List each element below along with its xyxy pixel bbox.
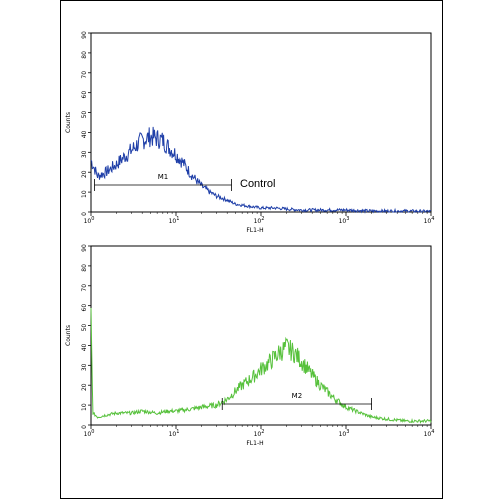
- y-tick-label: 20: [81, 383, 88, 391]
- y-tick-label: 40: [81, 343, 88, 351]
- y-axis-label: Counts: [65, 112, 72, 133]
- y-tick-label: 50: [81, 324, 88, 332]
- x-tick-exponent: 2: [261, 216, 264, 222]
- histogram-trace: [90, 126, 432, 214]
- x-tick-label: 103: [339, 429, 350, 438]
- y-tick-label: 80: [81, 264, 88, 272]
- x-axis-label: FL1-H: [246, 440, 263, 447]
- gate-label: M1: [158, 173, 169, 181]
- plot-area: [90, 245, 432, 426]
- x-tick-exponent: 4: [431, 429, 434, 435]
- x-tick-base: 10: [339, 431, 347, 438]
- x-tick-label: 101: [169, 429, 180, 438]
- x-tick-base: 10: [84, 218, 92, 225]
- x-tick-base: 10: [169, 431, 177, 438]
- y-tick-label: 90: [81, 244, 88, 252]
- y-tick-label: 10: [81, 403, 88, 411]
- x-tick-label: 104: [424, 429, 435, 438]
- x-tick-exponent: 3: [346, 216, 349, 222]
- gate-label: M2: [292, 392, 303, 400]
- y-tick-label: 40: [81, 130, 88, 138]
- y-tick-label: 90: [81, 31, 88, 39]
- x-tick-base: 10: [254, 218, 262, 225]
- y-axis-label: Counts: [65, 325, 72, 346]
- y-tick-label: 20: [81, 170, 88, 178]
- y-tick-label: 30: [81, 150, 88, 158]
- x-tick-exponent: 4: [431, 216, 434, 222]
- x-tick-label: 100: [84, 429, 95, 438]
- control-annotation: Control: [240, 178, 275, 190]
- x-tick-base: 10: [84, 431, 92, 438]
- x-tick-base: 10: [424, 431, 432, 438]
- x-tick-label: 102: [254, 216, 265, 225]
- x-tick-label: 102: [254, 429, 265, 438]
- x-tick-exponent: 0: [91, 216, 94, 222]
- figure-frame: [60, 0, 443, 499]
- x-tick-exponent: 1: [176, 216, 179, 222]
- x-tick-exponent: 1: [176, 429, 179, 435]
- x-tick-base: 10: [339, 218, 347, 225]
- x-tick-exponent: 3: [346, 429, 349, 435]
- x-tick-exponent: 0: [91, 429, 94, 435]
- y-tick-label: 50: [81, 111, 88, 119]
- y-tick-label: 70: [81, 71, 88, 79]
- x-axis-label: FL1-H: [246, 227, 263, 234]
- x-tick-label: 100: [84, 216, 95, 225]
- x-tick-base: 10: [424, 218, 432, 225]
- x-tick-base: 10: [254, 431, 262, 438]
- x-tick-label: 103: [339, 216, 350, 225]
- y-tick-label: 0: [81, 425, 88, 429]
- y-tick-label: 0: [81, 212, 88, 216]
- y-tick-label: 80: [81, 51, 88, 59]
- y-tick-label: 10: [81, 190, 88, 198]
- x-tick-label: 101: [169, 216, 180, 225]
- x-tick-base: 10: [169, 218, 177, 225]
- y-tick-label: 30: [81, 363, 88, 371]
- y-tick-label: 70: [81, 284, 88, 292]
- x-tick-exponent: 2: [261, 429, 264, 435]
- x-tick-label: 104: [424, 216, 435, 225]
- y-tick-label: 60: [81, 304, 88, 312]
- y-tick-label: 60: [81, 91, 88, 99]
- histogram-trace: [90, 308, 432, 424]
